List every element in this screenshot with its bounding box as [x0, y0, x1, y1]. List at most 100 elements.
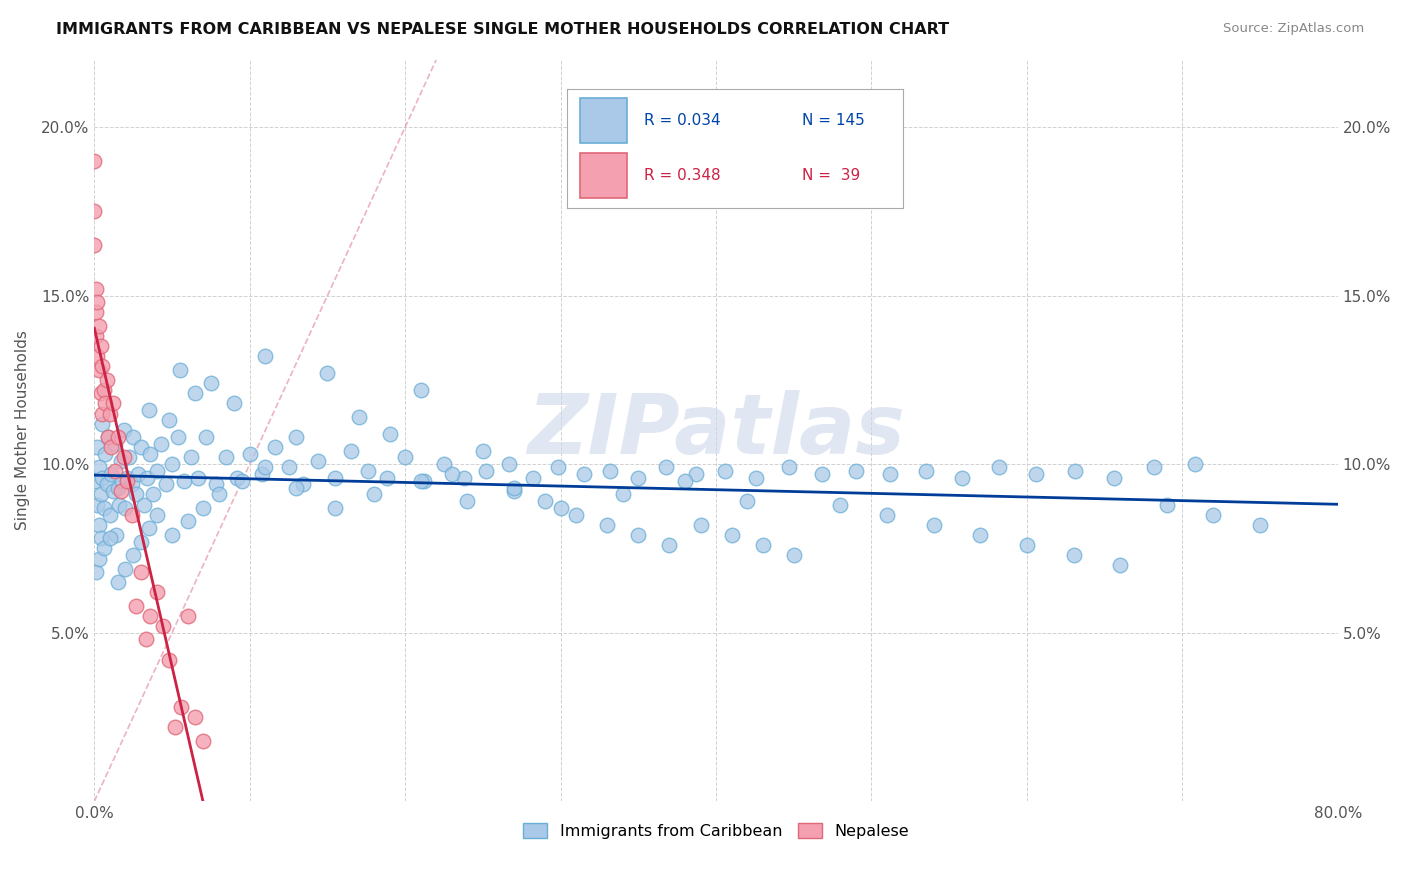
- Point: [547, 460, 569, 475]
- Point: [323, 500, 346, 515]
- Point: [110, 454, 132, 468]
- Point: [115, 474, 138, 488]
- Point: [627, 470, 650, 484]
- Point: [191, 733, 214, 747]
- Point: [735, 494, 758, 508]
- Point: [97, 430, 120, 444]
- Point: [139, 447, 162, 461]
- Point: [1249, 517, 1271, 532]
- Point: [87, 517, 110, 532]
- Point: [170, 699, 193, 714]
- Point: [550, 500, 572, 515]
- Point: [114, 500, 136, 515]
- Point: [84, 329, 107, 343]
- Point: [86, 440, 108, 454]
- Point: [96, 373, 118, 387]
- Point: [176, 515, 198, 529]
- Point: [115, 470, 138, 484]
- Point: [84, 305, 107, 319]
- Point: [155, 477, 177, 491]
- Legend: Immigrants from Caribbean, Nepalese: Immigrants from Caribbean, Nepalese: [516, 816, 915, 845]
- Point: [127, 467, 149, 482]
- Point: [1063, 548, 1085, 562]
- Point: [810, 467, 832, 482]
- Point: [456, 494, 478, 508]
- Point: [1156, 498, 1178, 512]
- Point: [596, 517, 619, 532]
- Point: [565, 508, 588, 522]
- Point: [105, 528, 128, 542]
- Point: [110, 484, 132, 499]
- Point: [122, 430, 145, 444]
- Point: [93, 383, 115, 397]
- Point: [165, 720, 187, 734]
- Text: ZIPatlas: ZIPatlas: [527, 390, 905, 471]
- Point: [347, 409, 370, 424]
- Point: [90, 531, 112, 545]
- Point: [97, 430, 120, 444]
- Point: [751, 538, 773, 552]
- Point: [922, 517, 945, 532]
- Point: [950, 470, 973, 484]
- Point: [176, 608, 198, 623]
- Point: [503, 484, 526, 499]
- Point: [572, 467, 595, 482]
- Point: [145, 585, 167, 599]
- Point: [714, 464, 737, 478]
- Point: [879, 467, 901, 482]
- Point: [1025, 467, 1047, 482]
- Point: [987, 460, 1010, 475]
- Point: [340, 443, 363, 458]
- Point: [720, 528, 742, 542]
- Point: [1064, 464, 1087, 478]
- Point: [160, 457, 183, 471]
- Point: [100, 467, 122, 482]
- Point: [93, 500, 115, 515]
- Point: [87, 551, 110, 566]
- Point: [157, 653, 180, 667]
- Point: [129, 534, 152, 549]
- Point: [112, 424, 135, 438]
- Point: [160, 528, 183, 542]
- Point: [503, 481, 526, 495]
- Point: [208, 487, 231, 501]
- Point: [1102, 470, 1125, 484]
- Point: [277, 460, 299, 475]
- Point: [139, 608, 162, 623]
- Point: [778, 460, 800, 475]
- Point: [121, 508, 143, 522]
- Point: [250, 467, 273, 482]
- Point: [94, 447, 117, 461]
- Point: [111, 474, 134, 488]
- Point: [534, 494, 557, 508]
- Point: [90, 386, 112, 401]
- Point: [84, 282, 107, 296]
- Point: [263, 440, 285, 454]
- Point: [125, 487, 148, 501]
- Point: [685, 467, 707, 482]
- Point: [323, 470, 346, 484]
- Point: [226, 470, 249, 484]
- Point: [136, 470, 159, 484]
- Point: [145, 464, 167, 478]
- Point: [87, 460, 110, 475]
- Point: [612, 487, 634, 501]
- Point: [83, 238, 105, 252]
- Point: [845, 464, 868, 478]
- Point: [103, 464, 125, 478]
- Point: [394, 450, 416, 465]
- Point: [307, 454, 329, 468]
- Point: [145, 508, 167, 522]
- Point: [86, 498, 108, 512]
- Point: [1015, 538, 1038, 552]
- Text: IMMIGRANTS FROM CARIBBEAN VS NEPALESE SINGLE MOTHER HOUSEHOLDS CORRELATION CHART: IMMIGRANTS FROM CARIBBEAN VS NEPALESE SI…: [56, 22, 949, 37]
- Point: [94, 396, 117, 410]
- Point: [658, 538, 681, 552]
- Point: [291, 477, 314, 491]
- Point: [98, 508, 121, 522]
- Point: [152, 619, 174, 633]
- Point: [108, 498, 131, 512]
- Point: [98, 407, 121, 421]
- Point: [100, 440, 122, 454]
- Y-axis label: Single Mother Households: Single Mother Households: [15, 330, 30, 531]
